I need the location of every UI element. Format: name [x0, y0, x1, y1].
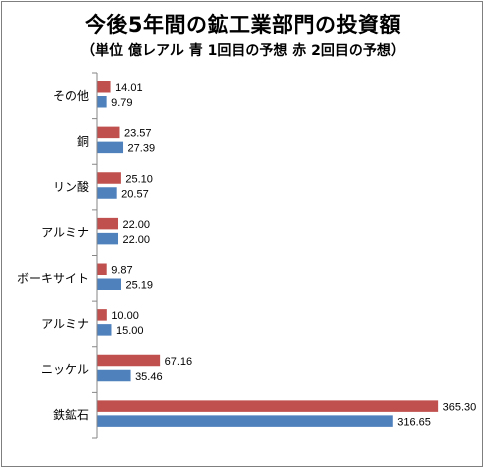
value-label: 27.39 [128, 143, 156, 155]
value-label: 365.30 [443, 401, 477, 413]
category-label: 鉄鉱石 [53, 407, 89, 422]
value-label: 22.00 [123, 234, 151, 246]
value-label: 23.57 [124, 128, 152, 140]
value-label: 9.87 [111, 265, 132, 277]
category-label: その他 [53, 89, 89, 103]
bar-blue [97, 232, 119, 245]
category-label: ニッケル [41, 363, 89, 377]
category-label: アルミナ [41, 226, 89, 240]
value-label: 9.79 [111, 97, 132, 109]
bar-red [97, 81, 111, 93]
bar-blue [97, 369, 131, 382]
value-label: 20.57 [121, 188, 149, 200]
bar-blue [97, 96, 107, 108]
value-label: 14.01 [115, 82, 143, 94]
category-label: 銅 [77, 134, 89, 148]
bar-red [97, 172, 121, 184]
bar-blue [97, 324, 112, 336]
category-label: アルミナ [41, 317, 89, 331]
value-label: 25.19 [125, 280, 153, 292]
bar-red [97, 309, 107, 321]
category-label: ボーキサイト [17, 271, 89, 285]
bar-red [97, 263, 107, 275]
value-label: 22.00 [123, 219, 151, 231]
bar-red [97, 354, 161, 367]
value-label: 67.16 [165, 356, 193, 368]
bar-blue [97, 415, 393, 427]
value-label: 15.00 [116, 325, 144, 337]
value-label: 35.46 [135, 371, 163, 383]
value-label: 25.10 [125, 173, 153, 185]
category-label: リン酸 [53, 179, 89, 194]
chart-subtitle: （単位 億レアル 青 1回目の予想 赤 2回目の予想） [81, 43, 405, 59]
value-label: 10.00 [111, 310, 139, 322]
value-label: 316.65 [397, 416, 431, 428]
bar-blue [97, 278, 121, 290]
bar-red [97, 126, 120, 139]
chart-title: 今後5年間の鉱工業部門の投資額 [84, 13, 402, 37]
bar-red [97, 400, 439, 412]
bar-red [97, 217, 119, 230]
bar-blue [97, 187, 117, 199]
bar-blue [97, 141, 124, 154]
